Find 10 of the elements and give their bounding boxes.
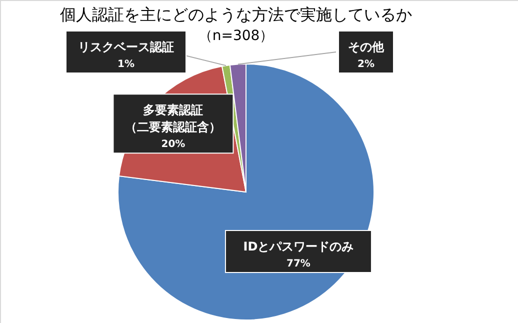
slice-label: その他 [348,40,385,54]
slice-label: リスクベース認証 [78,40,174,54]
data-label: 20% [161,139,186,150]
chart-title: 個人認証を主にどのような方法で実施しているか [60,5,412,24]
data-label: 77% [286,258,310,270]
data-label: 2% [358,59,374,70]
chart-subtitle: （n=308） [198,28,274,44]
slice-label: 多要素認証（二要素認証含） [125,103,222,134]
slice-label: IDとパスワードのみ [243,240,354,254]
data-label: 1% [118,59,134,70]
